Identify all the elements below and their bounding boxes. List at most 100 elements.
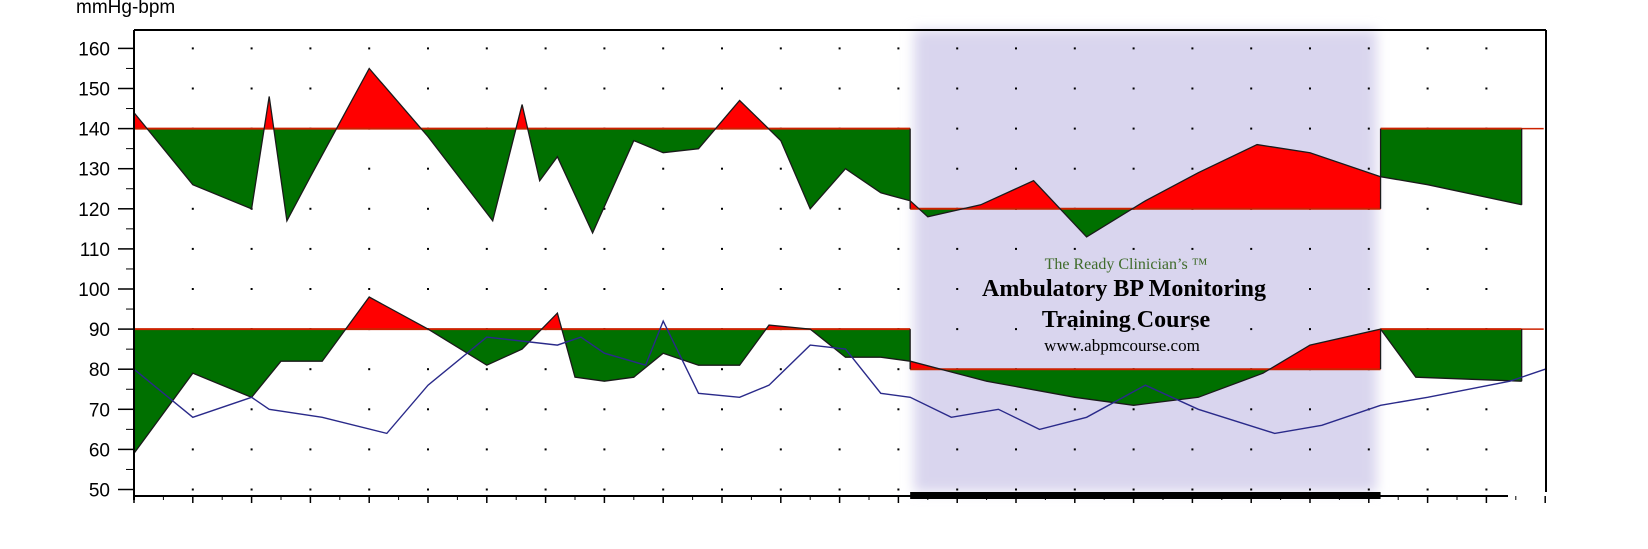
grid-dot (1250, 127, 1253, 130)
grid-dot (1485, 87, 1488, 90)
systolic-below-area (1060, 208, 1133, 237)
grid-dot (1250, 247, 1253, 250)
grid-dot (1250, 87, 1253, 90)
grid-dot (1250, 448, 1253, 451)
grid-dot (956, 247, 959, 250)
grid-dot (1309, 408, 1311, 411)
y-tick-label: 90 (89, 320, 110, 341)
grid-dot (1485, 47, 1488, 50)
y-tick-label: 120 (78, 200, 110, 221)
grid-dot (1015, 408, 1017, 411)
y-tick-label: 50 (89, 481, 110, 502)
y-tick-label: 160 (78, 39, 110, 60)
grid-dot (779, 368, 782, 371)
grid-dot (1250, 288, 1253, 290)
grid-dot (1015, 47, 1017, 50)
grid-dot (1426, 408, 1429, 411)
grid-dot (662, 47, 665, 50)
grid-dot (662, 247, 665, 250)
grid-dot (544, 288, 547, 290)
grid-dot (1073, 408, 1076, 411)
grid-dot (897, 408, 900, 411)
grid-dot (1367, 247, 1370, 250)
grid-dot (1191, 47, 1194, 50)
grid-dot (662, 448, 665, 451)
grid-dot (1132, 328, 1135, 331)
grid-dot (956, 448, 959, 451)
grid-dot (544, 488, 547, 491)
grid-dot (662, 488, 665, 491)
grid-dot (721, 488, 723, 491)
systolic-below-area (527, 128, 716, 233)
grid-dot (779, 247, 782, 250)
axes (118, 29, 1547, 503)
grid-dot (191, 448, 194, 451)
grid-dot (485, 368, 488, 371)
grid-dot (603, 247, 606, 250)
grid-dot (485, 488, 488, 491)
y-tick-label: 100 (78, 280, 110, 301)
grid-dot (779, 47, 782, 50)
grid-dot (250, 47, 253, 50)
grid-dot (427, 87, 429, 90)
grid-dot (838, 368, 841, 371)
grid-dot (838, 408, 841, 411)
grid-dot (721, 288, 723, 290)
grid-dot (1309, 328, 1311, 331)
grid-dot (1132, 47, 1135, 50)
grid-dot (1367, 288, 1370, 290)
grid-dot (1191, 408, 1194, 411)
diastolic-below-area (810, 329, 911, 362)
grid-dot (603, 488, 606, 491)
grid-dot (1309, 488, 1311, 491)
grid-dot (1015, 288, 1017, 290)
grid-dot (485, 288, 488, 290)
grid-dot (427, 408, 429, 411)
y-tick-label: 150 (78, 80, 110, 101)
grid-dot (368, 247, 371, 250)
grid-dot (897, 368, 900, 371)
grid-dot (956, 488, 959, 491)
grid-dot (1367, 47, 1370, 50)
grid-dot (897, 488, 900, 491)
grid-dot (838, 448, 841, 451)
grid-dot (1309, 288, 1311, 290)
grid-dot (838, 488, 841, 491)
grid-dot (838, 87, 841, 90)
grid-dot (368, 408, 371, 411)
grid-dot (191, 87, 194, 90)
grid-dot (309, 247, 312, 250)
systolic-below-area (421, 128, 516, 221)
systolic-above-area (1132, 144, 1381, 209)
grid-dot (250, 448, 253, 451)
grid-dot (1015, 127, 1017, 130)
grid-dot (368, 167, 371, 170)
grid-dot (1367, 488, 1370, 491)
watermark-subtitle: Training Course (1042, 307, 1211, 333)
watermark-tagline: The Ready Clinician’s ™ (1045, 256, 1208, 273)
grid-dot (1132, 488, 1135, 491)
grid-dot (779, 288, 782, 290)
grid-dot (721, 448, 723, 451)
grid-dot (779, 408, 782, 411)
grid-dot (191, 207, 194, 210)
heart-rate-layer (133, 319, 1546, 435)
grid-dot (779, 488, 782, 491)
systolic-above-area (516, 104, 528, 129)
grid-dot (544, 247, 547, 250)
grid-dot (1073, 488, 1076, 491)
grid-dot (956, 408, 959, 411)
grid-dot (721, 87, 723, 90)
grid-dot (1426, 247, 1429, 250)
grid-dot (1073, 448, 1076, 451)
threshold-lines (134, 127, 1544, 371)
grid-dot (1250, 488, 1253, 491)
systolic-below-area (273, 128, 337, 221)
grid-dot (191, 288, 194, 290)
diastolic-below-area (1380, 329, 1522, 382)
grid-dot (485, 448, 488, 451)
grid-dot (1426, 448, 1429, 451)
grid-dot (250, 488, 253, 491)
grid-dot (1132, 127, 1135, 130)
grid-dot (1015, 448, 1017, 451)
